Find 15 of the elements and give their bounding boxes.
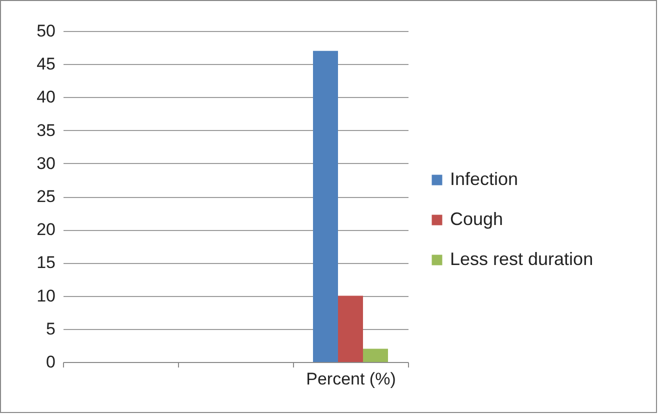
legend-label: Cough: [450, 209, 504, 229]
y-tick-label: 45: [36, 54, 56, 74]
y-tick-label: 40: [36, 88, 56, 107]
legend-label: Less rest duration: [450, 249, 594, 269]
y-tick-label: 15: [36, 253, 56, 272]
y-tick-label: 30: [36, 154, 56, 173]
y-tick-label: 25: [36, 187, 56, 206]
x-tick-label: Percent (%): [306, 370, 396, 388]
y-tick-label: 20: [36, 220, 56, 240]
y-tick-label: 5: [46, 319, 56, 338]
y-tick-label: 0: [46, 352, 56, 372]
y-tick-label: 10: [36, 286, 56, 306]
y-tick-label: 35: [36, 120, 56, 140]
y-tick-label: 50: [36, 22, 56, 40]
legend-label: Infection: [450, 169, 518, 189]
